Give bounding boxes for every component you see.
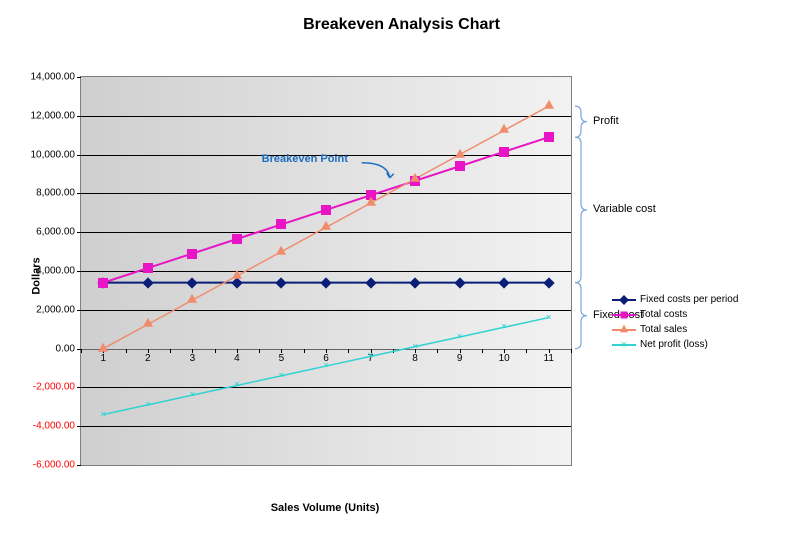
series-marker: × [457,332,463,342]
series-marker [321,221,331,230]
y-tick-label: 4,000.00 [36,266,81,277]
legend-label: Total sales [640,324,687,335]
series-marker: × [278,371,284,381]
series-marker [187,249,197,259]
series-marker: × [546,313,552,323]
breakeven-arrow [362,163,390,178]
breakeven-label: Breakeven Point [262,153,348,165]
series-marker [232,270,242,279]
series-marker: × [368,351,374,361]
y-tick-label: 2,000.00 [36,304,81,315]
x-axis-title: Sales Volume (Units) [80,502,570,514]
series-marker [410,173,420,182]
chart-legend: Fixed costs per period Total costs Total s… [612,290,738,354]
series-marker [544,100,554,109]
side-brackets [571,77,621,465]
side-annotation: Variable cost [593,203,656,215]
y-tick-label: -2,000.00 [33,382,81,393]
series-marker [455,148,465,157]
legend-item: Fixed costs per period [612,294,738,305]
y-tick-label: -4,000.00 [33,421,81,432]
y-tick-label: -6,000.00 [33,460,81,471]
side-annotation: Profit [593,115,619,127]
chart-title: Breakeven Analysis Chart [0,16,803,34]
legend-item: ×Net profit (loss) [612,339,738,350]
series-marker [499,147,509,157]
y-tick-label: 6,000.00 [36,227,81,238]
legend-label: Fixed costs per period [640,294,738,305]
y-tick-label: 12,000.00 [31,110,82,121]
series-marker [187,294,197,303]
series-marker: × [234,380,240,390]
series-marker [366,197,376,206]
y-tick-label: 0.00 [56,343,81,354]
series-marker: × [189,390,195,400]
series-marker [321,205,331,215]
series-marker [143,318,153,327]
y-tick-label: 14,000.00 [31,72,82,83]
series-marker [98,342,108,351]
series-marker: × [100,410,106,420]
legend-label: Net profit (loss) [640,339,708,350]
series-marker [276,219,286,229]
series-marker: × [501,322,507,332]
series-marker [544,132,554,142]
series-marker [232,234,242,244]
legend-label: Total costs [640,309,687,320]
legend-item: Total costs [612,309,738,320]
series-marker: × [412,342,418,352]
series-layer [81,77,571,465]
series-marker [499,124,509,133]
series-marker: × [145,400,151,410]
y-tick-label: 10,000.00 [31,149,82,160]
series-marker [143,263,153,273]
series-marker [276,245,286,254]
series-marker: × [323,361,329,371]
legend-item: Total sales [612,324,738,335]
plot-area: -6,000.00-4,000.00-2,000.000.002,000.004… [80,76,572,466]
series-marker [98,278,108,288]
series-marker [455,161,465,171]
y-axis-title: Dollars [31,257,43,294]
y-tick-label: 8,000.00 [36,188,81,199]
